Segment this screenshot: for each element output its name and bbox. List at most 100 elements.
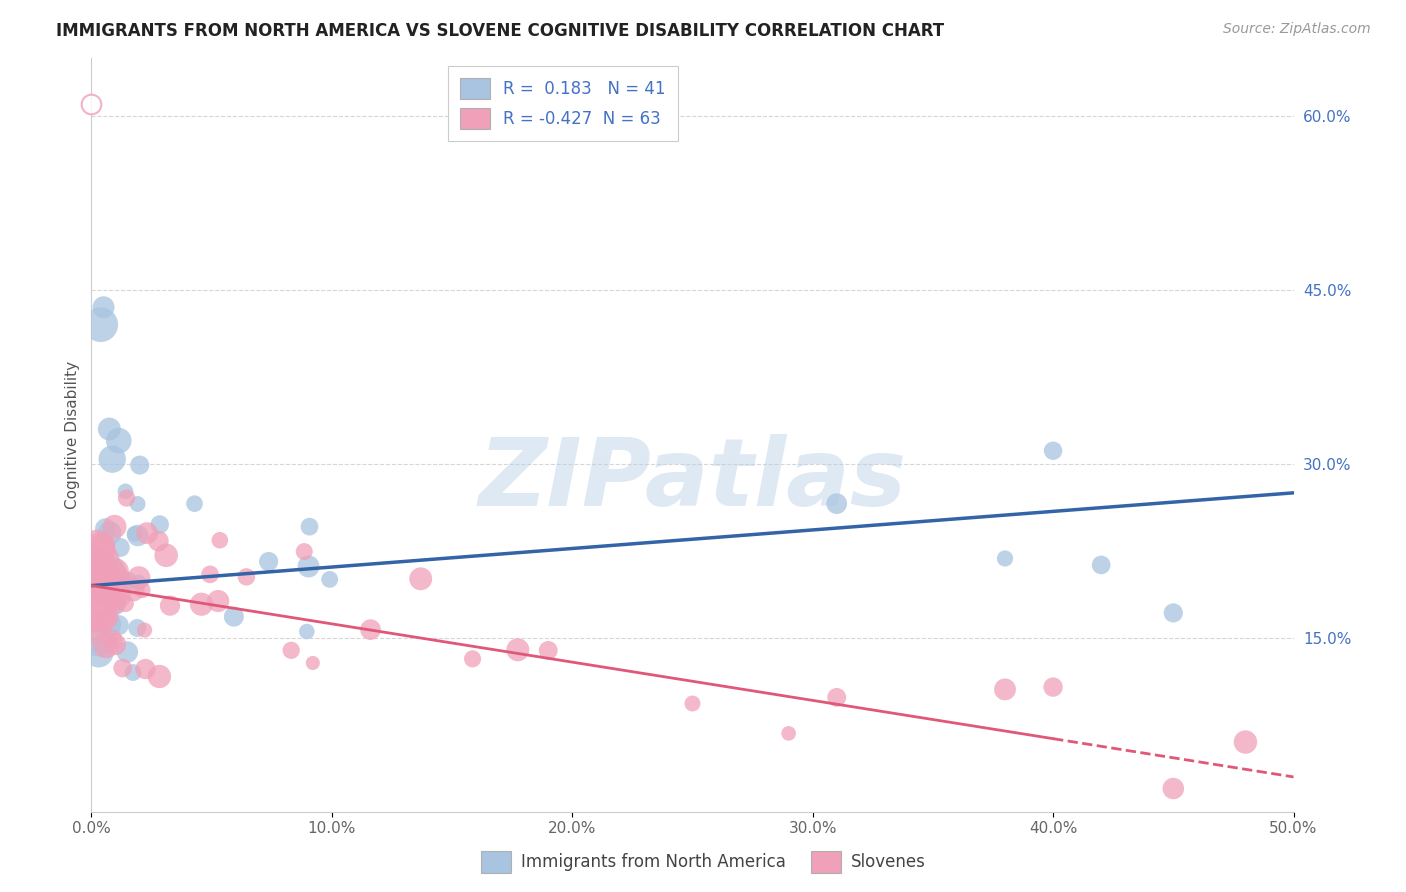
Point xyxy=(127,621,149,635)
Text: IMMIGRANTS FROM NORTH AMERICA VS SLOVENE COGNITIVE DISABILITY CORRELATION CHART: IMMIGRANTS FROM NORTH AMERICA VS SLOVENE… xyxy=(56,22,945,40)
Point xyxy=(257,554,280,568)
Point xyxy=(114,484,136,499)
Point xyxy=(83,557,105,571)
Point xyxy=(994,682,1017,697)
Point xyxy=(93,576,115,591)
Point xyxy=(301,656,323,670)
Point xyxy=(127,497,149,511)
Point xyxy=(104,597,127,611)
Point xyxy=(1090,558,1112,572)
Point xyxy=(93,301,115,315)
Point xyxy=(96,559,118,574)
Point xyxy=(94,639,117,653)
Point xyxy=(94,574,117,589)
Point xyxy=(91,553,114,567)
Point xyxy=(127,528,149,542)
Point xyxy=(148,534,170,549)
Point xyxy=(207,594,229,608)
Point xyxy=(131,582,153,597)
Point xyxy=(1161,606,1184,620)
Point xyxy=(292,544,315,558)
Point xyxy=(104,567,127,582)
Point xyxy=(110,541,132,555)
Point xyxy=(98,526,121,541)
Point xyxy=(318,573,340,587)
Point xyxy=(84,566,107,580)
Point xyxy=(409,572,432,586)
Point xyxy=(94,610,117,624)
Point xyxy=(83,562,105,576)
Point xyxy=(103,520,125,534)
Point xyxy=(93,546,115,560)
Y-axis label: Cognitive Disability: Cognitive Disability xyxy=(65,360,80,509)
Point xyxy=(111,661,134,675)
Point xyxy=(93,561,115,575)
Point xyxy=(222,609,245,624)
Point xyxy=(117,574,139,589)
Point xyxy=(825,497,848,511)
Point xyxy=(90,318,112,332)
Point xyxy=(297,559,319,574)
Point xyxy=(117,645,139,659)
Point xyxy=(190,597,212,611)
Point xyxy=(360,623,382,637)
Text: Source: ZipAtlas.com: Source: ZipAtlas.com xyxy=(1223,22,1371,37)
Text: ZIPatlas: ZIPatlas xyxy=(478,434,907,526)
Point xyxy=(105,588,128,602)
Point xyxy=(208,533,231,548)
Point xyxy=(89,576,111,591)
Point xyxy=(100,562,122,576)
Point xyxy=(93,602,115,616)
Point xyxy=(105,564,128,578)
Point xyxy=(295,624,318,639)
Point xyxy=(298,519,321,533)
Point xyxy=(107,434,129,448)
Point xyxy=(461,652,484,666)
Point xyxy=(681,697,703,711)
Point xyxy=(98,422,121,436)
Point xyxy=(87,632,110,647)
Point xyxy=(134,623,156,637)
Point xyxy=(183,497,205,511)
Point xyxy=(101,588,124,602)
Point xyxy=(86,537,108,551)
Point xyxy=(90,589,112,603)
Point xyxy=(1234,735,1257,749)
Point xyxy=(124,527,146,541)
Legend: R =  0.183   N = 41, R = -0.427  N = 63: R = 0.183 N = 41, R = -0.427 N = 63 xyxy=(449,66,678,141)
Point xyxy=(112,571,135,585)
Point xyxy=(97,617,120,632)
Point xyxy=(148,669,170,683)
Point xyxy=(91,613,114,627)
Point xyxy=(80,97,103,112)
Point xyxy=(104,637,127,651)
Point xyxy=(122,665,145,680)
Point xyxy=(101,593,124,607)
Point xyxy=(1161,781,1184,796)
Point xyxy=(83,610,105,624)
Point xyxy=(155,549,177,563)
Point xyxy=(1042,680,1064,694)
Point xyxy=(235,570,257,584)
Point xyxy=(90,592,112,607)
Point xyxy=(506,642,529,657)
Point xyxy=(994,551,1017,566)
Point xyxy=(136,526,159,541)
Point xyxy=(94,522,117,536)
Legend: Immigrants from North America, Slovenes: Immigrants from North America, Slovenes xyxy=(474,845,932,880)
Point xyxy=(149,517,172,532)
Point xyxy=(825,690,848,705)
Point xyxy=(115,491,138,505)
Point xyxy=(87,590,110,604)
Point xyxy=(83,621,105,635)
Point xyxy=(198,567,221,582)
Point xyxy=(101,452,124,467)
Point xyxy=(84,566,107,581)
Point xyxy=(128,458,150,472)
Point xyxy=(280,643,302,657)
Point xyxy=(101,632,124,647)
Point xyxy=(107,618,129,632)
Point xyxy=(778,726,800,740)
Point xyxy=(159,599,181,613)
Point xyxy=(128,571,150,585)
